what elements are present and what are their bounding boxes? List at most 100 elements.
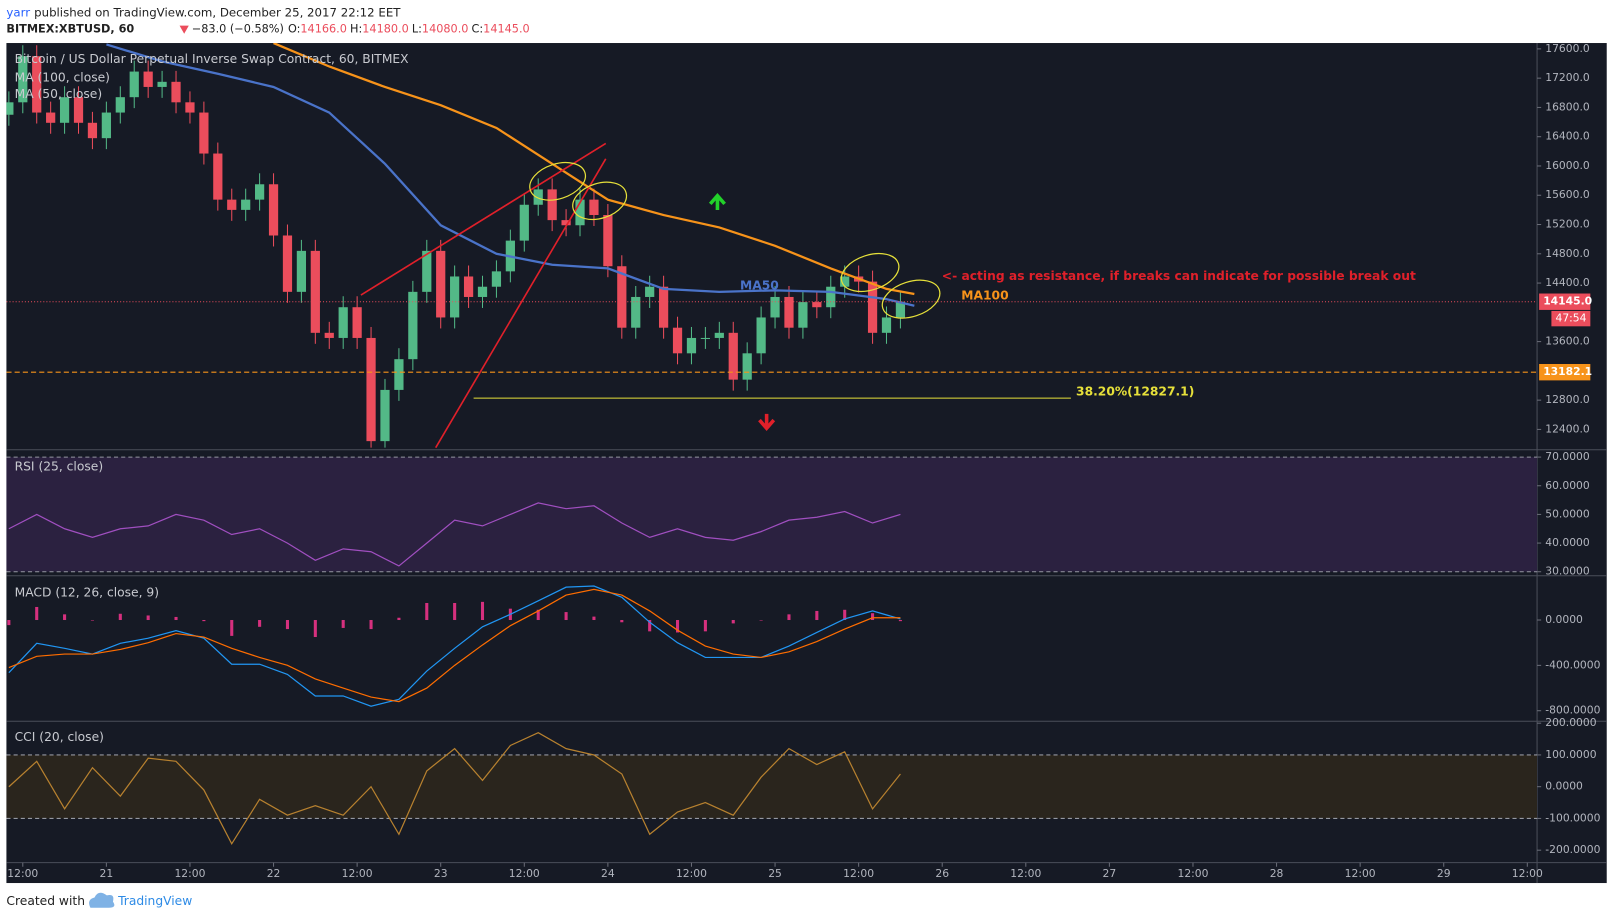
y-tick-label: 15200.0 bbox=[1545, 218, 1590, 231]
candle-body bbox=[87, 122, 98, 139]
logo bbox=[89, 892, 115, 908]
candle-body bbox=[812, 302, 822, 308]
candle-body bbox=[241, 199, 251, 210]
candle-body bbox=[533, 189, 543, 205]
candle-body bbox=[645, 286, 655, 297]
x-tick-label: 29 bbox=[1437, 867, 1451, 880]
annotation: <- acting as resistance, if breaks can i… bbox=[942, 269, 1416, 283]
band bbox=[6, 457, 1538, 572]
x-tick-label: 12:00 bbox=[509, 867, 540, 880]
ohlc-value: 14080.0 bbox=[422, 23, 469, 36]
candle-body bbox=[408, 291, 418, 360]
ohlc-key: H: bbox=[350, 23, 362, 36]
histogram-bar bbox=[341, 620, 345, 628]
footer-brand[interactable]: TradingView bbox=[117, 894, 192, 908]
y-tick-label: 16400.0 bbox=[1545, 130, 1590, 143]
candle-body bbox=[6, 102, 14, 115]
ohlc-key: L: bbox=[412, 23, 422, 36]
ohlc-value: 14145.0 bbox=[483, 23, 530, 36]
candle-body bbox=[617, 266, 627, 328]
x-tick-label: 12:00 bbox=[1010, 867, 1041, 880]
x-tick-label: 27 bbox=[1103, 867, 1117, 880]
candle-body bbox=[268, 184, 279, 236]
candle-body bbox=[310, 250, 320, 333]
x-tick-label: 24 bbox=[601, 867, 615, 880]
histogram-bar bbox=[146, 615, 150, 621]
candle-body bbox=[895, 301, 906, 318]
candle-body bbox=[867, 281, 878, 333]
histogram-bar bbox=[35, 606, 39, 621]
y-tick-label: 0.0000 bbox=[1545, 613, 1583, 626]
trend-line bbox=[434, 158, 607, 449]
candle-body bbox=[227, 199, 237, 210]
histogram-bar bbox=[397, 617, 401, 621]
histogram-bar bbox=[369, 620, 373, 630]
candle-body bbox=[338, 307, 348, 338]
legend-entry: MA (50, close) bbox=[15, 87, 103, 101]
y-tick-label: 70.0000 bbox=[1545, 450, 1590, 463]
drawings bbox=[360, 142, 941, 449]
x-tick-label: 26 bbox=[935, 867, 949, 880]
price-label: 14145.0 bbox=[1543, 295, 1592, 308]
x-tick-label: 23 bbox=[434, 867, 448, 880]
candle-body bbox=[700, 337, 711, 339]
x-tick-label: 12:00 bbox=[174, 867, 205, 880]
footer-text: Created with bbox=[6, 894, 85, 908]
candle-body bbox=[282, 235, 293, 292]
x-tick-label: 12:00 bbox=[1345, 867, 1376, 880]
down-triangle bbox=[179, 25, 189, 34]
candle-body bbox=[672, 327, 683, 354]
histogram-bar bbox=[592, 616, 596, 621]
candle-body bbox=[394, 359, 404, 390]
highlight-ellipse bbox=[840, 252, 900, 293]
candle-body bbox=[199, 112, 209, 154]
candle-body bbox=[380, 389, 390, 442]
x-tick-label: 12:00 bbox=[843, 867, 874, 880]
histogram-bar bbox=[731, 620, 735, 624]
candle-body bbox=[826, 286, 836, 308]
histogram-bar bbox=[787, 614, 791, 621]
candle-body bbox=[171, 81, 181, 103]
histogram-bar bbox=[285, 620, 290, 630]
header-line: yarr published on TradingView.com, Decemb… bbox=[6, 5, 401, 19]
x-tick-label: 22 bbox=[267, 867, 281, 880]
band bbox=[6, 754, 1538, 819]
candle-body bbox=[881, 317, 892, 333]
y-tick-label: 30.0000 bbox=[1545, 565, 1590, 578]
histogram-bar bbox=[313, 620, 317, 638]
candle-body bbox=[519, 204, 529, 241]
candle-body bbox=[46, 112, 56, 123]
histogram-bar bbox=[536, 609, 540, 621]
ohlc-key: C: bbox=[472, 23, 484, 36]
histogram-bar bbox=[480, 601, 485, 621]
panel bbox=[6, 43, 915, 448]
highlight-ellipse bbox=[572, 181, 628, 221]
y-tick-label: 60.0000 bbox=[1545, 479, 1590, 492]
y-tick-label: 16800.0 bbox=[1545, 100, 1590, 113]
x-tick-label: 12:00 bbox=[676, 867, 707, 880]
histogram-bar bbox=[675, 620, 680, 633]
y-tick-label: 100.0000 bbox=[1545, 748, 1596, 761]
y-tick-label: -400.0000 bbox=[1545, 658, 1600, 671]
candle-body bbox=[728, 332, 738, 380]
panel-title: RSI (25, close) bbox=[15, 460, 104, 474]
candle-body bbox=[366, 337, 376, 442]
x-tick-label: 12:00 bbox=[7, 867, 38, 880]
y-tick-label: 14800.0 bbox=[1545, 247, 1590, 260]
candle-body bbox=[436, 250, 446, 318]
candle-body bbox=[631, 296, 641, 328]
candle-body bbox=[686, 337, 697, 354]
ohlc-value: 14166.0 bbox=[300, 23, 347, 36]
panel-title: CCI (20, close) bbox=[15, 730, 104, 744]
x-tick-label: 12:00 bbox=[342, 867, 373, 880]
symbol: BITMEX:XBTUSD, 60 bbox=[6, 23, 134, 36]
author: yarr bbox=[6, 5, 30, 19]
annotation: MA50 bbox=[740, 278, 779, 292]
change: −83.0 (−0.58%) bbox=[192, 23, 284, 36]
histogram-bar bbox=[898, 620, 902, 622]
y-tick-label: 15600.0 bbox=[1545, 188, 1590, 201]
histogram-bar bbox=[648, 620, 652, 632]
y-tick-label: 17200.0 bbox=[1545, 71, 1590, 84]
highlight-ellipse bbox=[529, 161, 587, 201]
